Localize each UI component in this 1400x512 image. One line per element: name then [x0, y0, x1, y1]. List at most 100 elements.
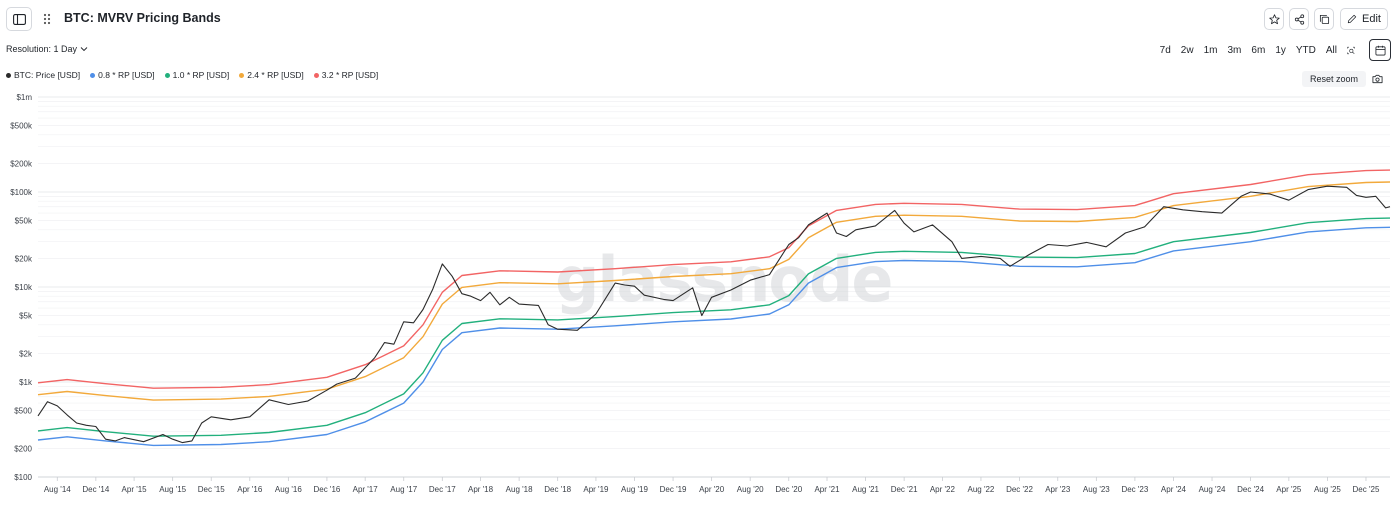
x-tick-label: Aug '25	[1314, 485, 1341, 494]
legend-label: 3.2 * RP [USD]	[321, 70, 379, 80]
legend-item-3-2-rp[interactable]: 3.2 * RP [USD]	[313, 70, 379, 80]
y-tick-label: $500	[14, 407, 32, 416]
favorite-button[interactable]	[1264, 8, 1284, 30]
zoom-select-icon	[1347, 46, 1355, 55]
copy-icon	[1319, 14, 1329, 24]
y-tick-label: $10k	[15, 283, 33, 292]
y-tick-label: $2k	[19, 349, 33, 358]
x-tick-label: Apr '19	[583, 485, 609, 494]
x-tick-label: Aug '21	[852, 485, 879, 494]
series-line-btc-price-usd	[37, 185, 1391, 444]
x-tick-label: Apr '23	[1045, 485, 1071, 494]
y-tick-label: $1m	[16, 93, 32, 102]
sidebar-toggle-button[interactable]	[6, 7, 32, 31]
legend-marker	[313, 72, 319, 78]
x-tick-label: Aug '14	[44, 485, 71, 494]
series-line-3-2-rp-usd	[37, 169, 1391, 389]
range-1y[interactable]: 1y	[1275, 45, 1286, 56]
x-tick-label: Aug '22	[968, 485, 995, 494]
range-7d[interactable]: 7d	[1159, 45, 1171, 56]
legend-item-2-4-rp[interactable]: 2.4 * RP [USD]	[239, 70, 304, 80]
x-tick-label: Dec '20	[775, 485, 802, 494]
range-1m[interactable]: 1m	[1203, 45, 1218, 56]
x-tick-label: Dec '19	[660, 485, 687, 494]
legend-item-0-8-rp[interactable]: 0.8 * RP [USD]	[90, 70, 155, 80]
legend-label: 1.0 * RP [USD]	[172, 70, 230, 80]
range-3m[interactable]: 3m	[1227, 45, 1242, 56]
camera-icon	[1372, 74, 1382, 84]
calendar-icon	[1375, 45, 1385, 55]
range-2w[interactable]: 2w	[1180, 45, 1194, 56]
x-tick-label: Apr '20	[699, 485, 725, 494]
series-line-1-0-rp-usd	[37, 217, 1391, 437]
series-line-2-4-rp-usd	[37, 181, 1391, 401]
page-title: BTC: MVRV Pricing Bands	[64, 11, 221, 25]
y-tick-label: $200	[14, 444, 32, 453]
legend-label: 0.8 * RP [USD]	[98, 70, 155, 80]
legend-item-1-0-rp[interactable]: 1.0 * RP [USD]	[164, 70, 230, 80]
drag-handle-icon[interactable]	[43, 13, 53, 25]
reset-zoom-button[interactable]: Reset zoom	[1302, 71, 1367, 87]
share-button[interactable]	[1289, 8, 1309, 30]
y-tick-label: $100	[14, 473, 32, 482]
x-tick-label: Apr '22	[930, 485, 956, 494]
time-range-selector: 7d 2w 1m 3m 6m 1y YTD All	[1155, 42, 1360, 59]
range-all[interactable]: All	[1325, 45, 1337, 56]
x-tick-label: Apr '16	[237, 485, 263, 494]
resolution-label: Resolution: 1 Day	[6, 44, 78, 54]
range-6m[interactable]: 6m	[1251, 45, 1266, 56]
zoom-select-button[interactable]	[1342, 42, 1360, 59]
x-tick-label: Aug '17	[390, 485, 417, 494]
legend-marker	[239, 72, 245, 78]
y-tick-label: $5k	[19, 312, 33, 321]
x-axis: Aug '14 Dec '14 Apr '15 Aug '15 Dec '15 Apr '…	[38, 476, 1390, 494]
y-tick-label: $1k	[19, 378, 33, 387]
y-tick-label: $20k	[15, 254, 33, 263]
resolution-dropdown[interactable]: Resolution: 1 Day	[6, 44, 88, 54]
chart-header: BTC: MVRV Pricing Bands Edit	[0, 0, 1400, 38]
legend-item-btc-price[interactable]: BTC: Price [USD]	[6, 70, 80, 80]
y-axis: $1m $500k $200k $100k $50k $20k $10k $5k $2k $1k $…	[10, 93, 33, 482]
x-tick-label: Aug '15	[159, 485, 186, 494]
x-tick-label: Dec '21	[891, 485, 918, 494]
x-tick-label: Aug '19	[621, 485, 648, 494]
chart-grid	[38, 96, 1390, 478]
chevron-down-icon	[80, 47, 88, 52]
x-tick-label: Apr '25	[1276, 485, 1302, 494]
copy-button[interactable]	[1314, 8, 1334, 30]
pencil-icon	[1347, 14, 1357, 24]
x-tick-label: Dec '24	[1237, 485, 1264, 494]
y-tick-label: $200k	[10, 159, 33, 168]
edit-button[interactable]: Edit	[1340, 8, 1388, 30]
legend-label: BTC: Price [USD]	[14, 70, 81, 80]
range-ytd[interactable]: YTD	[1295, 45, 1316, 56]
x-tick-label: Aug '16	[275, 485, 302, 494]
screenshot-button[interactable]	[1367, 70, 1387, 88]
x-tick-label: Dec '16	[313, 485, 340, 494]
mvrv-pricing-bands-chart[interactable]: glassnode $1m $500k $200k $100k $50k $20k $10k…	[0, 88, 1400, 508]
legend-marker	[90, 72, 96, 78]
x-tick-label: Dec '25	[1353, 485, 1380, 494]
x-tick-label: Aug '24	[1199, 485, 1226, 494]
x-tick-label: Apr '15	[122, 485, 148, 494]
x-tick-label: Dec '15	[198, 485, 225, 494]
x-tick-label: Apr '24	[1161, 485, 1187, 494]
x-tick-label: Apr '21	[814, 485, 840, 494]
legend-label: 2.4 * RP [USD]	[247, 70, 304, 80]
edit-button-label: Edit	[1362, 13, 1381, 25]
share-icon	[1294, 13, 1304, 25]
x-tick-label: Dec '18	[544, 485, 571, 494]
x-tick-label: Dec '17	[429, 485, 456, 494]
chart-series	[37, 169, 1391, 447]
glassnode-watermark: glassnode	[555, 243, 891, 316]
x-tick-label: Dec '14	[82, 485, 109, 494]
sidebar-toggle-icon	[12, 13, 26, 25]
star-icon	[1268, 13, 1280, 24]
x-tick-label: Apr '17	[353, 485, 379, 494]
series-line-0-8-rp-usd	[37, 226, 1391, 447]
x-tick-label: Aug '23	[1083, 485, 1110, 494]
date-picker-button[interactable]	[1369, 39, 1391, 61]
y-tick-label: $50k	[15, 217, 33, 226]
y-tick-label: $100k	[10, 188, 33, 197]
x-tick-label: Aug '18	[506, 485, 533, 494]
